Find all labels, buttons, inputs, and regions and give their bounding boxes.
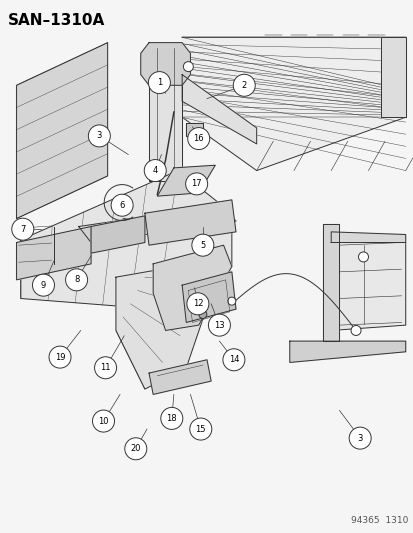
Polygon shape bbox=[182, 75, 256, 144]
Text: 12: 12 bbox=[192, 300, 203, 308]
Polygon shape bbox=[116, 261, 215, 389]
Polygon shape bbox=[140, 43, 190, 85]
Text: 17: 17 bbox=[191, 180, 202, 188]
Polygon shape bbox=[17, 227, 91, 280]
Text: 2: 2 bbox=[241, 81, 246, 90]
Circle shape bbox=[111, 194, 133, 216]
Circle shape bbox=[88, 125, 110, 147]
Polygon shape bbox=[17, 43, 107, 219]
Circle shape bbox=[187, 127, 209, 150]
Text: 1: 1 bbox=[157, 78, 161, 87]
Circle shape bbox=[144, 159, 166, 182]
Text: 6: 6 bbox=[119, 201, 124, 209]
Text: 3: 3 bbox=[357, 434, 362, 442]
Text: 13: 13 bbox=[214, 321, 224, 329]
Circle shape bbox=[358, 252, 368, 262]
Text: 11: 11 bbox=[100, 364, 111, 372]
Polygon shape bbox=[149, 360, 211, 394]
Polygon shape bbox=[145, 200, 235, 245]
Circle shape bbox=[198, 310, 206, 319]
Polygon shape bbox=[186, 123, 202, 136]
Text: 19: 19 bbox=[55, 353, 65, 361]
Text: 14: 14 bbox=[228, 356, 239, 364]
Text: 3: 3 bbox=[97, 132, 102, 140]
Circle shape bbox=[348, 427, 370, 449]
Circle shape bbox=[227, 297, 235, 305]
Polygon shape bbox=[149, 43, 182, 181]
Circle shape bbox=[92, 410, 114, 432]
Circle shape bbox=[12, 218, 34, 240]
Text: 94365  1310: 94365 1310 bbox=[350, 516, 407, 525]
Text: 9: 9 bbox=[41, 281, 46, 289]
Circle shape bbox=[94, 357, 116, 379]
Circle shape bbox=[350, 326, 360, 335]
Circle shape bbox=[185, 173, 207, 195]
Circle shape bbox=[148, 71, 170, 94]
Text: 10: 10 bbox=[98, 417, 109, 425]
Text: 5: 5 bbox=[200, 241, 205, 249]
Polygon shape bbox=[322, 224, 339, 341]
Text: 7: 7 bbox=[20, 225, 25, 233]
Text: 8: 8 bbox=[74, 276, 79, 284]
Circle shape bbox=[32, 274, 55, 296]
Circle shape bbox=[65, 269, 88, 291]
Circle shape bbox=[233, 74, 255, 96]
Circle shape bbox=[49, 346, 71, 368]
Text: 18: 18 bbox=[166, 414, 177, 423]
Circle shape bbox=[183, 62, 193, 71]
Circle shape bbox=[189, 418, 211, 440]
Polygon shape bbox=[153, 245, 231, 330]
Polygon shape bbox=[380, 37, 405, 117]
Circle shape bbox=[186, 293, 209, 315]
Circle shape bbox=[208, 314, 230, 336]
Circle shape bbox=[191, 234, 214, 256]
Circle shape bbox=[222, 349, 244, 371]
Polygon shape bbox=[21, 171, 231, 309]
Text: 20: 20 bbox=[130, 445, 141, 453]
Polygon shape bbox=[330, 232, 405, 243]
Polygon shape bbox=[182, 272, 235, 322]
Circle shape bbox=[124, 438, 147, 460]
Polygon shape bbox=[330, 243, 405, 330]
Polygon shape bbox=[78, 205, 235, 243]
Text: 15: 15 bbox=[195, 425, 206, 433]
Polygon shape bbox=[91, 216, 145, 253]
Circle shape bbox=[160, 407, 183, 430]
Text: SAN–1310A: SAN–1310A bbox=[8, 13, 105, 28]
Polygon shape bbox=[157, 165, 215, 196]
Polygon shape bbox=[289, 341, 405, 362]
Text: 4: 4 bbox=[152, 166, 157, 175]
Polygon shape bbox=[182, 37, 405, 171]
Text: 16: 16 bbox=[193, 134, 204, 143]
